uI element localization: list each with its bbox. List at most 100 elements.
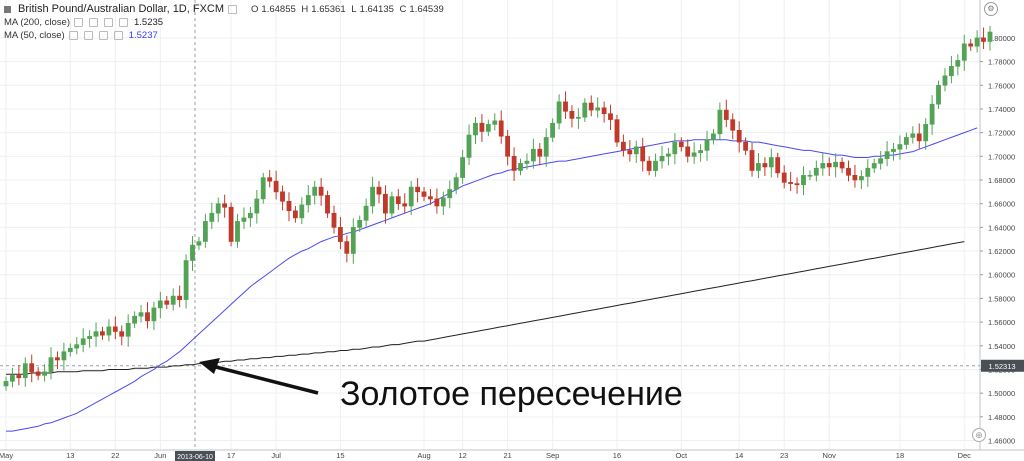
candle-body <box>762 163 768 168</box>
candle-body <box>370 186 375 207</box>
y-tick-label: 1.66000 <box>988 200 1015 209</box>
candle-body <box>691 152 697 157</box>
settings-icon[interactable] <box>89 18 98 27</box>
symbol-title[interactable]: British Pound/Australian Dollar, 1D, FXC… <box>18 3 225 15</box>
annotation-arrow-line <box>211 364 319 395</box>
candle-body <box>672 141 678 155</box>
candle-body <box>563 101 568 112</box>
zoom-icon[interactable]: ⊕ <box>972 428 986 442</box>
eye-icon[interactable] <box>228 5 238 14</box>
candle-body <box>942 75 948 86</box>
candle-body <box>936 85 941 105</box>
candle-body <box>54 357 60 361</box>
y-tick-label: 1.62000 <box>988 247 1015 256</box>
candle-body <box>145 312 150 322</box>
candle-body <box>10 375 15 382</box>
candle-body <box>447 189 453 199</box>
ohlc-values: O 1.64855 H 1.65361 L 1.64135 C 1.64539 <box>251 3 447 16</box>
candle-body <box>981 37 986 42</box>
candle-body <box>190 244 195 261</box>
candle-body <box>235 221 240 242</box>
candle-body <box>608 113 613 120</box>
candle-body <box>846 167 851 176</box>
ma200-row[interactable]: MA (200, close) 1.5235 <box>4 16 447 29</box>
x-tick-label: 14 <box>735 451 743 460</box>
candle-body <box>164 300 170 305</box>
candle-body <box>916 133 922 142</box>
x-tick-label: 12 <box>458 451 466 460</box>
candle-body <box>267 177 273 182</box>
candle-body <box>3 380 9 387</box>
candle-body <box>620 141 626 151</box>
candle-body <box>157 300 163 309</box>
candle-body <box>948 66 954 77</box>
close-icon[interactable] <box>113 31 123 40</box>
candle-body <box>42 371 47 376</box>
candle-body <box>312 186 318 196</box>
y-tick-label: 1.60000 <box>988 271 1015 280</box>
candle-body <box>67 347 73 353</box>
candle-body <box>833 161 838 168</box>
eye-icon[interactable] <box>68 31 78 40</box>
candle-body <box>87 335 92 339</box>
annotation-text: Золотое пересечение <box>340 375 683 413</box>
candle-body <box>865 167 871 177</box>
close-icon[interactable] <box>119 18 128 27</box>
candle-body <box>485 124 491 132</box>
candle-body <box>440 197 446 207</box>
ma50-row[interactable]: MA (50, close) 1.5237 <box>4 29 447 42</box>
x-tick-label: Sep <box>546 451 559 460</box>
chart-settings-icon[interactable]: ⚙ <box>984 2 998 16</box>
candle-body <box>196 241 202 246</box>
candle-body <box>897 144 903 150</box>
settings-icon[interactable] <box>83 31 93 40</box>
candle-body <box>646 160 652 171</box>
candle-body <box>357 220 363 228</box>
x-tick-label: 21 <box>503 451 511 460</box>
candle-body <box>215 203 221 214</box>
candle-body <box>273 180 279 193</box>
y-tick-label: 1.68000 <box>988 176 1015 185</box>
candle-body <box>138 312 144 317</box>
x-tick-label: Jun <box>154 451 166 460</box>
candle-body <box>299 204 305 219</box>
y-tick-label: 1.56000 <box>988 318 1015 327</box>
candle-body <box>595 107 601 111</box>
high-value: 1.65361 <box>311 4 346 15</box>
candle-body <box>74 344 80 349</box>
y-tick-label: 1.64000 <box>988 223 1015 232</box>
candle-body <box>112 326 118 332</box>
x-tick-label: 17 <box>227 451 235 460</box>
x-tick-label: 18 <box>896 451 904 460</box>
open-label: O <box>251 4 259 15</box>
candle-body <box>382 193 388 214</box>
source-icon[interactable] <box>98 31 108 40</box>
y-tick-label: 1.58000 <box>988 294 1015 303</box>
candle-body <box>209 212 215 222</box>
candle-body <box>839 161 845 169</box>
eye-icon[interactable] <box>74 18 83 27</box>
source-icon[interactable] <box>104 18 113 27</box>
x-tick-label: Oct <box>675 451 688 460</box>
candle-body <box>569 111 575 119</box>
candle-body <box>492 120 498 125</box>
candle-body <box>659 156 665 162</box>
ma50-label: MA (50, close) <box>4 30 65 41</box>
chart-legend: British Pound/Australian Dollar, 1D, FXC… <box>4 3 447 42</box>
candle-body <box>241 217 247 222</box>
close-label: C <box>399 4 407 15</box>
candle-body <box>537 148 543 157</box>
candle-body <box>151 307 157 322</box>
candle-body <box>891 148 896 152</box>
y-tick-label: 1.80000 <box>988 34 1015 43</box>
collapse-icon[interactable] <box>4 6 11 13</box>
candle-body <box>974 37 980 47</box>
candle-body <box>61 351 67 361</box>
candle-body <box>852 175 858 181</box>
candle-body <box>402 203 408 207</box>
candle-body <box>248 212 253 219</box>
crosshair-price-tag <box>981 359 1024 372</box>
candle-body <box>376 186 382 195</box>
crosshair-date-tag <box>175 451 215 461</box>
